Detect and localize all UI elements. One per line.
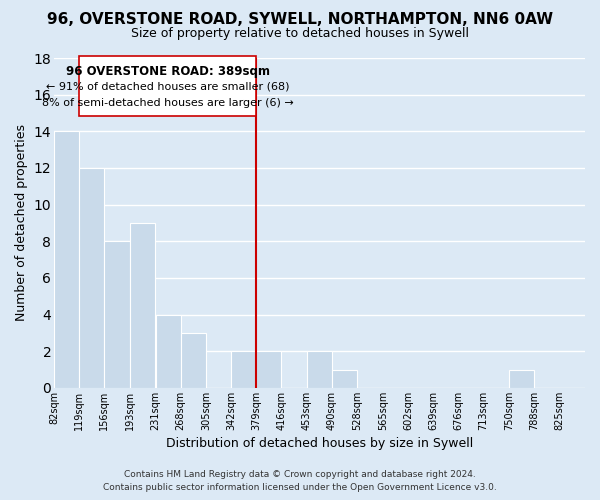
- Bar: [332, 370, 357, 388]
- Bar: [155, 314, 181, 388]
- Bar: [79, 168, 104, 388]
- Text: Size of property relative to detached houses in Sywell: Size of property relative to detached ho…: [131, 28, 469, 40]
- FancyBboxPatch shape: [79, 56, 256, 116]
- X-axis label: Distribution of detached houses by size in Sywell: Distribution of detached houses by size …: [166, 437, 473, 450]
- Text: 96, OVERSTONE ROAD, SYWELL, NORTHAMPTON, NN6 0AW: 96, OVERSTONE ROAD, SYWELL, NORTHAMPTON,…: [47, 12, 553, 28]
- Bar: [231, 351, 256, 388]
- Text: ← 91% of detached houses are smaller (68): ← 91% of detached houses are smaller (68…: [46, 82, 290, 92]
- Text: 8% of semi-detached houses are larger (6) →: 8% of semi-detached houses are larger (6…: [42, 98, 293, 108]
- Bar: [104, 242, 130, 388]
- Bar: [54, 132, 79, 388]
- Bar: [130, 223, 155, 388]
- Text: 96 OVERSTONE ROAD: 389sqm: 96 OVERSTONE ROAD: 389sqm: [66, 66, 270, 78]
- Bar: [181, 333, 206, 388]
- Y-axis label: Number of detached properties: Number of detached properties: [15, 124, 28, 322]
- Text: Contains HM Land Registry data © Crown copyright and database right 2024.
Contai: Contains HM Land Registry data © Crown c…: [103, 470, 497, 492]
- Bar: [307, 351, 332, 388]
- Bar: [256, 351, 281, 388]
- Bar: [509, 370, 534, 388]
